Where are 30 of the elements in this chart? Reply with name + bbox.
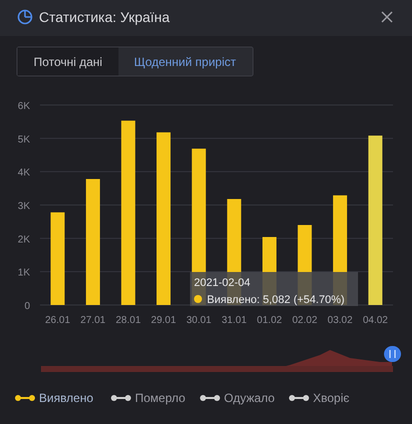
x-tick-label: 03.02: [328, 315, 353, 326]
x-tick-label: 29.01: [151, 315, 176, 326]
y-tick-label: 0: [24, 301, 30, 312]
chart-title: Статистика: Україна: [39, 9, 170, 25]
annotation: 2021-02-04 Виявлено: 5,082 (+54.70%): [194, 277, 345, 306]
bar: [86, 179, 100, 305]
x-tick-label: 02.02: [292, 315, 318, 326]
x-tick-label: 28.01: [116, 315, 142, 326]
legend-label: Хворіє: [313, 391, 350, 405]
x-tick-label: 30.01: [186, 315, 212, 326]
legend-label: Одужало: [224, 391, 276, 405]
legend-label: Померло: [135, 391, 186, 405]
x-tick-label: 27.01: [80, 315, 106, 326]
x-tick-label: 31.01: [222, 315, 248, 326]
bar: [121, 120, 136, 305]
bar: [368, 136, 382, 305]
x-tick-label: 26.01: [45, 315, 71, 326]
y-tick-label: 2K: [18, 234, 30, 246]
legend-label: Виявлено: [39, 391, 94, 405]
y-tick-label: 6K: [18, 101, 30, 112]
x-tick-label: 04.02: [362, 315, 388, 326]
text: Щоденний приріст: [134, 55, 237, 69]
y-tick-label: 1K: [18, 268, 30, 279]
text: Поточні дані: [34, 55, 102, 69]
bar: [156, 132, 171, 305]
y-tick-label: 5K: [18, 134, 30, 146]
x-tick-label: 01.02: [256, 315, 282, 326]
y-tick-label: 3K: [18, 201, 30, 212]
bar: [50, 212, 65, 305]
y-tick-label: 4K: [18, 168, 30, 179]
